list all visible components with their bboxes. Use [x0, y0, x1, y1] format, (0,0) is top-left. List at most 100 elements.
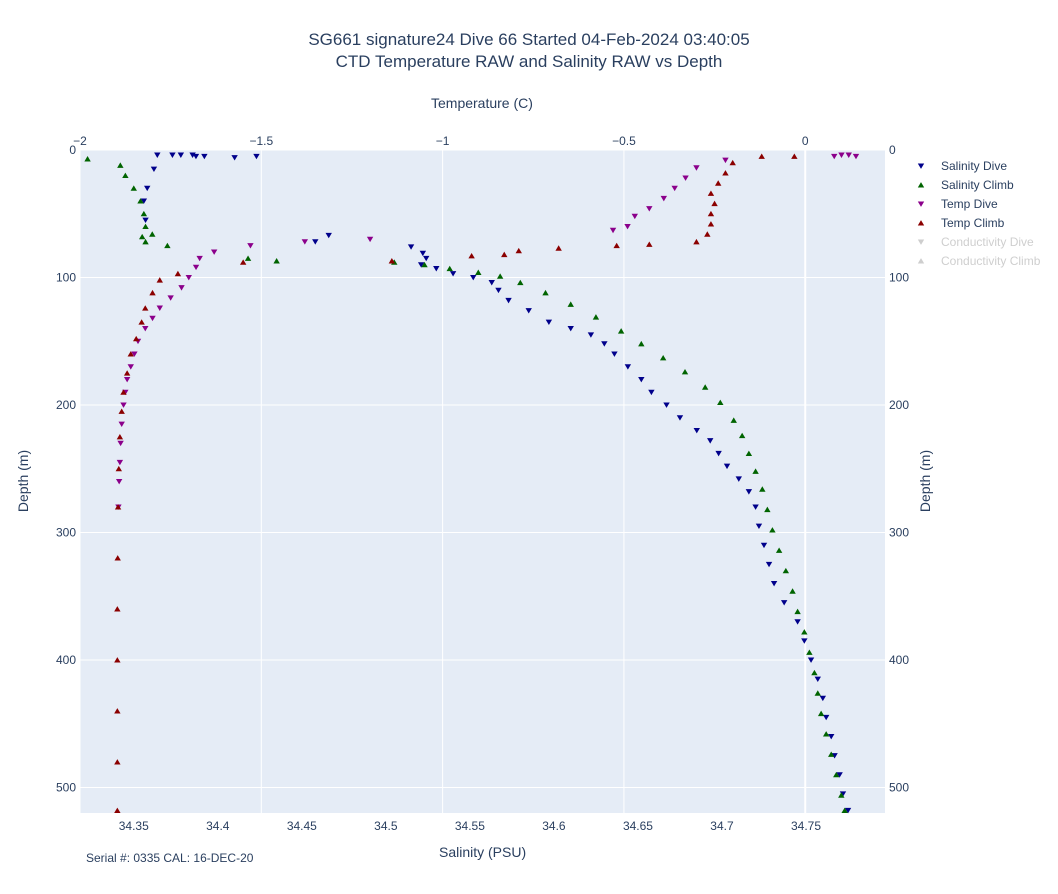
data-point-salinity-dive — [715, 450, 722, 457]
temperature-tick-label: −1 — [436, 134, 450, 148]
data-point-salinity-climb — [681, 368, 689, 375]
series-temp-climb — [114, 153, 798, 814]
plot-background — [80, 150, 885, 813]
data-point-salinity-climb — [838, 792, 845, 798]
legend-label: Conductivity Climb — [941, 253, 1041, 268]
legend-label: Temp Climb — [941, 215, 1005, 230]
salinity-tick-label: 34.4 — [206, 819, 230, 833]
legend-marker-icon — [917, 257, 925, 264]
legend-item-conductivity-climb[interactable]: Conductivity Climb — [914, 251, 1040, 270]
data-point-salinity-dive — [648, 389, 655, 396]
data-point-salinity-dive — [624, 364, 632, 370]
data-point-temp-climb — [714, 180, 722, 186]
legend: Salinity Dive Salinity Climb Temp Dive Temp… — [914, 156, 1040, 270]
data-point-salinity-climb — [717, 399, 724, 406]
data-point-salinity-dive — [423, 255, 430, 262]
depth-tick-label-right: 300 — [889, 526, 909, 540]
data-point-salinity-dive — [801, 638, 808, 644]
data-point-temp-climb — [693, 238, 700, 245]
data-point-temp-dive — [167, 295, 174, 301]
legend-marker-icon — [917, 200, 925, 207]
data-point-salinity-climb — [817, 710, 825, 717]
series-salinity-dive — [140, 152, 852, 814]
data-point-salinity-dive — [780, 600, 788, 606]
data-point-salinity-dive — [822, 714, 830, 721]
data-point-salinity-climb — [828, 751, 835, 757]
data-point-temp-climb — [758, 153, 765, 159]
data-point-salinity-dive — [169, 152, 176, 158]
data-point-salinity-climb — [542, 289, 549, 296]
data-point-salinity-climb — [782, 567, 790, 574]
data-point-temp-climb — [149, 289, 156, 296]
data-point-salinity-dive — [587, 332, 595, 338]
data-point-salinity-dive — [831, 753, 838, 759]
data-point-temp-climb — [174, 270, 182, 277]
temperature-tick-label: −2 — [73, 134, 87, 148]
depth-tick-label-right: 400 — [889, 653, 909, 667]
legend-label: Salinity Climb — [941, 177, 1014, 192]
legend-item-conductivity-dive[interactable]: Conductivity Dive — [914, 232, 1040, 251]
data-point-salinity-dive — [419, 250, 427, 257]
data-point-temp-climb — [515, 247, 522, 254]
data-point-salinity-dive — [707, 438, 714, 444]
data-point-temp-dive — [149, 315, 156, 322]
data-point-salinity-dive — [495, 287, 502, 294]
data-point-salinity-dive — [192, 153, 200, 160]
data-point-salinity-climb — [517, 279, 524, 286]
depth-tick-label-right: 200 — [889, 398, 909, 412]
data-point-salinity-climb — [130, 185, 137, 191]
legend-marker-icon — [917, 238, 925, 245]
legend-item-temp-climb[interactable]: Temp Climb — [914, 213, 1040, 232]
data-point-salinity-climb — [789, 588, 796, 594]
data-point-salinity-climb — [140, 210, 148, 217]
data-point-temp-climb — [613, 242, 620, 249]
data-point-temp-dive — [631, 213, 638, 220]
legend-label: Temp Dive — [941, 196, 998, 211]
data-point-temp-dive — [366, 236, 374, 243]
data-point-temp-climb — [729, 159, 736, 166]
data-point-salinity-dive — [407, 244, 415, 250]
data-point-salinity-climb — [592, 314, 600, 320]
data-point-temp-dive — [142, 325, 149, 332]
data-point-temp-climb — [114, 759, 121, 765]
data-point-temp-climb — [388, 258, 396, 264]
data-point-salinity-climb — [475, 269, 482, 275]
data-point-temp-dive — [722, 157, 729, 164]
data-point-salinity-climb — [138, 233, 146, 240]
legend-item-salinity-dive[interactable]: Salinity Dive — [914, 156, 1040, 175]
data-point-salinity-dive — [470, 274, 477, 281]
data-point-temp-climb — [468, 252, 475, 259]
data-point-temp-dive — [247, 243, 254, 249]
data-point-salinity-dive — [449, 271, 457, 277]
salinity-tick-label: 34.7 — [710, 819, 734, 833]
series-salinity-climb — [84, 156, 848, 814]
data-point-temp-dive — [693, 165, 700, 171]
data-point-temp-climb — [704, 231, 711, 237]
data-point-salinity-climb — [701, 384, 709, 390]
data-point-salinity-dive — [638, 376, 645, 383]
data-point-salinity-climb — [638, 340, 645, 347]
data-point-temp-dive — [116, 459, 124, 466]
data-point-salinity-dive — [676, 415, 684, 421]
data-point-salinity-climb — [122, 172, 129, 179]
data-point-salinity-climb — [764, 506, 771, 513]
data-point-salinity-climb — [117, 162, 124, 168]
data-point-salinity-dive — [144, 185, 151, 192]
data-point-salinity-climb — [164, 242, 171, 249]
calibration-footnote: Serial #: 0335 CAL: 16-DEC-20 — [86, 851, 254, 865]
data-point-temp-climb — [114, 708, 121, 714]
legend-item-salinity-climb[interactable]: Salinity Climb — [914, 175, 1040, 194]
data-point-temp-climb — [114, 606, 121, 612]
data-point-salinity-dive — [177, 152, 185, 158]
data-point-temp-dive — [852, 153, 860, 160]
legend-item-temp-dive[interactable]: Temp Dive — [914, 194, 1040, 213]
data-point-temp-climb — [114, 555, 121, 561]
data-point-salinity-dive — [567, 325, 574, 332]
salinity-tick-label: 34.5 — [374, 819, 398, 833]
data-point-temp-dive — [210, 249, 218, 255]
salinity-tick-label: 34.45 — [287, 819, 317, 833]
data-point-salinity-dive — [312, 239, 319, 245]
data-point-salinity-dive — [755, 523, 763, 530]
data-point-temp-climb — [133, 335, 140, 342]
